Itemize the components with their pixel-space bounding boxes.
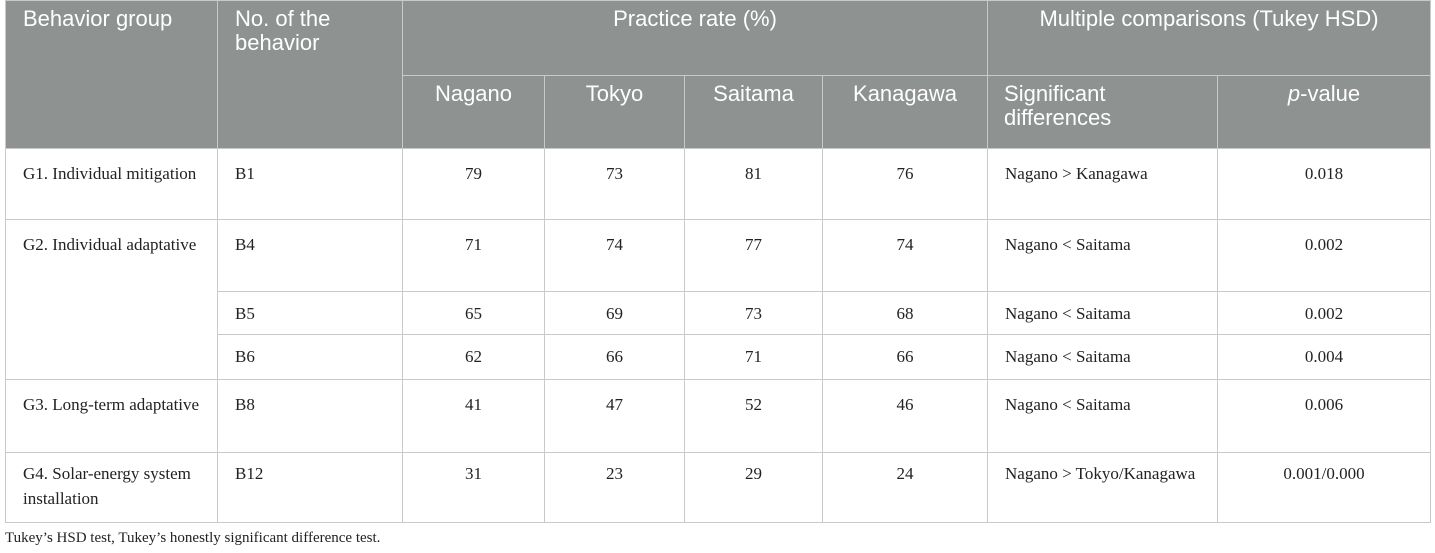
practice-rate-table: Behavior group No. of the behavior Pract… <box>5 0 1432 523</box>
header-kanagawa: Kanagawa <box>821 75 989 149</box>
cell-behavior: B5 <box>217 291 403 335</box>
cell-p-value: 0.018 <box>1217 148 1432 220</box>
cell-behavior: B6 <box>217 334 403 380</box>
cell-difference: Nagano > Tokyo/Kanagawa <box>987 452 1219 523</box>
table-container: Behavior group No. of the behavior Pract… <box>5 0 1432 523</box>
cell-tokyo: 74 <box>544 219 685 292</box>
table-row: B5 65 69 73 68 Nagano < Saitama 0.002 <box>6 291 1432 335</box>
cell-saitama: 81 <box>684 148 823 220</box>
cell-behavior: B8 <box>217 379 403 453</box>
cell-difference: Nagano > Kanagawa <box>987 148 1219 220</box>
cell-kanagawa: 68 <box>821 291 989 335</box>
cell-group: G1. Individual mitigation <box>5 148 218 220</box>
cell-p-value: 0.002 <box>1217 219 1432 292</box>
header-saitama: Saitama <box>684 75 823 149</box>
cell-difference: Nagano < Saitama <box>987 334 1219 380</box>
header-row-1: Behavior group No. of the behavior Pract… <box>5 0 1432 149</box>
header-row-2: Nagano Tokyo Saitama Kanagawa Significan… <box>6 75 1432 149</box>
cell-nagano: 71 <box>402 219 545 292</box>
cell-tokyo: 69 <box>544 291 685 335</box>
cell-saitama: 73 <box>684 291 823 335</box>
table-row: G2. Individual adaptative B4 71 74 77 74… <box>5 219 1432 380</box>
cell-saitama: 71 <box>684 334 823 380</box>
table-row: B6 62 66 71 66 Nagano < Saitama 0.004 <box>6 334 1432 380</box>
cell-nagano: 62 <box>402 334 545 380</box>
table-row: G1. Individual mitigation B1 79 73 81 76… <box>5 148 1432 220</box>
cell-tokyo: 47 <box>544 379 685 453</box>
cell-saitama: 52 <box>684 379 823 453</box>
cell-tokyo: 73 <box>544 148 685 220</box>
table-row: G3. Long-term adaptative B8 41 47 52 46 … <box>5 379 1432 453</box>
cell-behavior: B12 <box>217 452 403 523</box>
cell-nagano: 31 <box>402 452 545 523</box>
header-p-value: p-value <box>1217 75 1432 149</box>
cell-group: G4. Solar-energy system installation <box>5 452 218 523</box>
cell-nagano: 65 <box>402 291 545 335</box>
header-behavior-no: No. of the behavior <box>217 0 403 149</box>
header-behavior-group: Behavior group <box>5 0 218 149</box>
cell-p-value: 0.002 <box>1217 291 1432 335</box>
cell-nagano: 41 <box>402 379 545 453</box>
cell-kanagawa: 76 <box>821 148 989 220</box>
header-tokyo: Tokyo <box>544 75 685 149</box>
cell-tokyo: 66 <box>544 334 685 380</box>
cell-behavior: B1 <box>217 148 403 220</box>
cell-kanagawa: 74 <box>821 219 989 292</box>
cell-difference: Nagano < Saitama <box>987 379 1219 453</box>
cell-kanagawa: 24 <box>821 452 989 523</box>
cell-p-value: 0.001/0.000 <box>1217 452 1432 523</box>
cell-saitama: 77 <box>684 219 823 292</box>
p-italic: p <box>1287 81 1301 106</box>
cell-difference: Nagano < Saitama <box>987 219 1219 292</box>
p-value-suffix: -value <box>1300 81 1361 106</box>
cell-behavior: B4 <box>217 219 403 292</box>
cell-p-value: 0.006 <box>1217 379 1432 453</box>
header-multiple-comparisons: Multiple comparisons (Tukey HSD) <box>987 0 1432 76</box>
cell-saitama: 29 <box>684 452 823 523</box>
table-footnote: Tukey’s HSD test, Tukey’s honestly signi… <box>5 530 381 546</box>
cell-kanagawa: 46 <box>821 379 989 453</box>
header-significant-differences: Significant differences <box>987 75 1219 149</box>
cell-kanagawa: 66 <box>821 334 989 380</box>
cell-difference: Nagano < Saitama <box>987 291 1219 335</box>
cell-group: G3. Long-term adaptative <box>5 379 218 453</box>
cell-tokyo: 23 <box>544 452 685 523</box>
table-row: G4. Solar-energy system installation B12… <box>5 452 1432 523</box>
cell-p-value: 0.004 <box>1217 334 1432 380</box>
header-nagano: Nagano <box>402 75 545 149</box>
cell-nagano: 79 <box>402 148 545 220</box>
header-practice-rate: Practice rate (%) <box>401 0 989 76</box>
cell-group: G2. Individual adaptative <box>5 219 218 380</box>
